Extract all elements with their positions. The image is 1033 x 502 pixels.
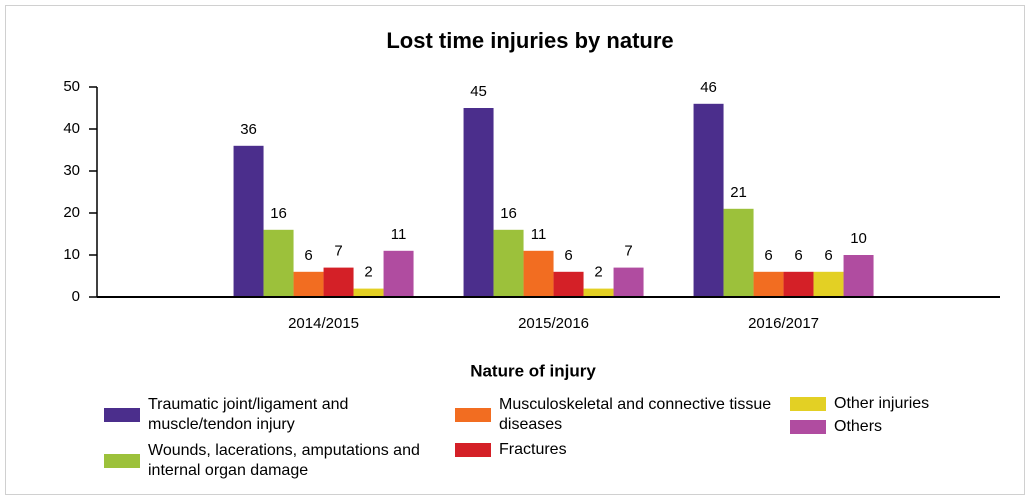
legend-item: Musculoskeletal and connective tissue di…: [455, 395, 789, 435]
bar: [783, 271, 814, 297]
value-label: 16: [270, 205, 287, 222]
value-label: 11: [391, 226, 407, 243]
y-tick-label: 30: [63, 162, 80, 179]
legend-title: Nature of injury: [470, 361, 596, 380]
legend-swatch: [455, 443, 491, 457]
value-label: 6: [764, 247, 772, 264]
legend-item: Fractures: [455, 440, 789, 460]
value-label: 16: [500, 205, 517, 222]
value-label: 7: [334, 243, 342, 260]
value-label: 10: [850, 230, 867, 247]
bar: [693, 103, 724, 297]
value-label: 7: [624, 243, 632, 260]
y-tick-label: 50: [63, 78, 80, 95]
legend-label: Wounds, lacerations, amputations and int…: [148, 442, 420, 479]
legend-item: Wounds, lacerations, amputations and int…: [104, 441, 448, 481]
x-tick-label: 2016/2017: [748, 315, 819, 332]
legend-item: Others: [790, 417, 1014, 437]
value-label: 11: [531, 226, 547, 243]
value-label: 46: [700, 79, 717, 96]
bar: [583, 288, 614, 297]
bar: [613, 267, 644, 297]
y-tick-label: 20: [63, 204, 80, 221]
bar: [463, 108, 494, 297]
bar: [723, 208, 754, 297]
value-label: 2: [364, 264, 372, 281]
legend-item: Traumatic joint/ligament and muscle/tend…: [104, 395, 378, 435]
bar: [383, 250, 414, 297]
legend-label: Traumatic joint/ligament and muscle/tend…: [148, 396, 349, 433]
bar: [813, 271, 844, 297]
value-label: 6: [794, 247, 802, 264]
legend-label: Fractures: [499, 441, 567, 458]
value-label: 6: [564, 247, 572, 264]
legend-item: Other injuries: [790, 394, 1014, 414]
value-label: 2: [594, 264, 602, 281]
chart-title: Lost time injuries by nature: [386, 28, 673, 53]
value-label: 45: [470, 83, 487, 100]
bar: [233, 145, 264, 297]
value-label: 21: [730, 184, 747, 201]
bar: [493, 229, 524, 297]
bar: [293, 271, 324, 297]
y-tick-label: 0: [72, 288, 80, 305]
legend-label: Other injuries: [834, 395, 930, 412]
legend-label: Others: [834, 418, 883, 435]
legend-swatch: [455, 408, 491, 422]
legend-swatch: [104, 454, 140, 468]
bar: [323, 267, 354, 297]
legend-swatch: [104, 408, 140, 422]
bar: [523, 250, 554, 297]
legend-swatch: [790, 397, 826, 411]
value-label: 6: [824, 247, 832, 264]
bar: [353, 288, 384, 297]
y-tick-label: 10: [63, 246, 80, 263]
bar: [553, 271, 584, 297]
legend-swatch: [790, 420, 826, 434]
bar: [843, 255, 874, 297]
y-tick-label: 40: [63, 120, 80, 137]
x-tick-label: 2014/2015: [288, 315, 359, 332]
bar: [753, 271, 784, 297]
x-tick-label: 2015/2016: [518, 315, 589, 332]
value-label: 6: [304, 247, 312, 264]
value-label: 36: [240, 121, 257, 138]
bar: [263, 229, 294, 297]
frame: [5, 5, 1025, 495]
legend-label: Musculoskeletal and connective tissue di…: [499, 396, 772, 433]
